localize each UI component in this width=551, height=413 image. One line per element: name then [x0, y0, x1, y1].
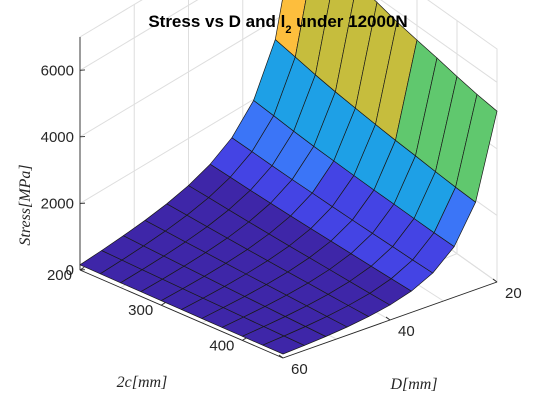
y-tick-label: 200 — [47, 267, 72, 284]
tick-layer: 0 2000 4000 6000 200 300 400 20 40 60 — [41, 62, 522, 378]
y-axis-line — [79, 269, 284, 359]
x-tick-mark — [278, 354, 284, 359]
z-tick-label: 6000 — [41, 62, 74, 79]
z-axis-label: Stress[MPa] — [17, 164, 34, 245]
z-tick-label: 0 — [66, 262, 74, 279]
chart-title: Stress vs D and l2 under 12000N — [148, 12, 407, 36]
z-tick-label: 4000 — [41, 129, 74, 146]
surface-face — [455, 94, 498, 203]
x-tick-label: 40 — [398, 323, 415, 340]
x-tick-label: 20 — [505, 285, 522, 302]
y-axis-label: 2c[mm] — [117, 374, 168, 391]
y-tick-label: 400 — [209, 337, 234, 354]
surface-layer — [79, 0, 498, 355]
y-tick-mark — [160, 302, 166, 306]
y-tick-label: 300 — [128, 302, 153, 319]
chart-title-tail: under 12000N — [291, 12, 407, 31]
x-axis-label: D[mm] — [389, 376, 437, 393]
y-tick-mark — [79, 267, 85, 271]
x-tick-mark — [492, 278, 498, 283]
z-gridline — [79, 0, 498, 83]
z-tick-label: 2000 — [41, 195, 74, 212]
y-tick-mark — [242, 337, 247, 341]
chart-title-subscript: 2 — [285, 24, 291, 36]
x-tick-label: 60 — [291, 361, 308, 378]
chart-title-main: Stress vs D and l — [148, 12, 285, 31]
x-tick-mark — [385, 316, 391, 321]
